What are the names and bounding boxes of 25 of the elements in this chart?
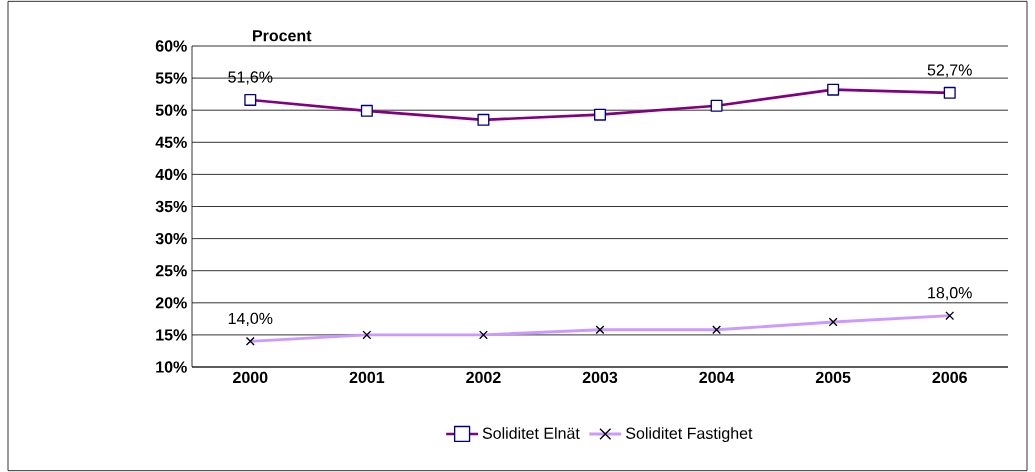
data-label: 51,6% <box>228 71 273 85</box>
x-tick-label: 2003 <box>582 371 618 384</box>
y-tick-label: 45% <box>155 136 187 148</box>
x-tick-label: 2005 <box>815 371 851 384</box>
x-tick-label: 2006 <box>932 371 967 384</box>
y-tick-label: 20% <box>155 297 187 309</box>
legend-label: Soliditet Elnät <box>482 427 580 439</box>
y-tick-label: 25% <box>155 265 187 277</box>
legend-label: Soliditet Fastighet <box>626 427 753 443</box>
y-tick-label: 60% <box>155 40 187 52</box>
y-tick-label: 40% <box>155 168 187 181</box>
y-tick-label: 35% <box>155 200 187 213</box>
x-tick-label: 2000 <box>233 371 268 384</box>
data-label: 52,7% <box>927 64 972 78</box>
y-tick-label: 50% <box>155 104 187 116</box>
y-tick-label: 15% <box>156 329 187 341</box>
x-tick-label: 2004 <box>699 371 735 384</box>
data-label: 18,0% <box>928 287 972 301</box>
y-tick-label: 55% <box>155 72 187 84</box>
y-tick-label: 10% <box>156 361 187 373</box>
x-tick-label: 2002 <box>466 371 501 384</box>
y-axis-title: Procent <box>253 30 312 42</box>
x-tick-label: 2001 <box>349 371 385 384</box>
data-label: 14,0% <box>228 312 273 326</box>
y-tick-label: 30% <box>155 232 187 245</box>
